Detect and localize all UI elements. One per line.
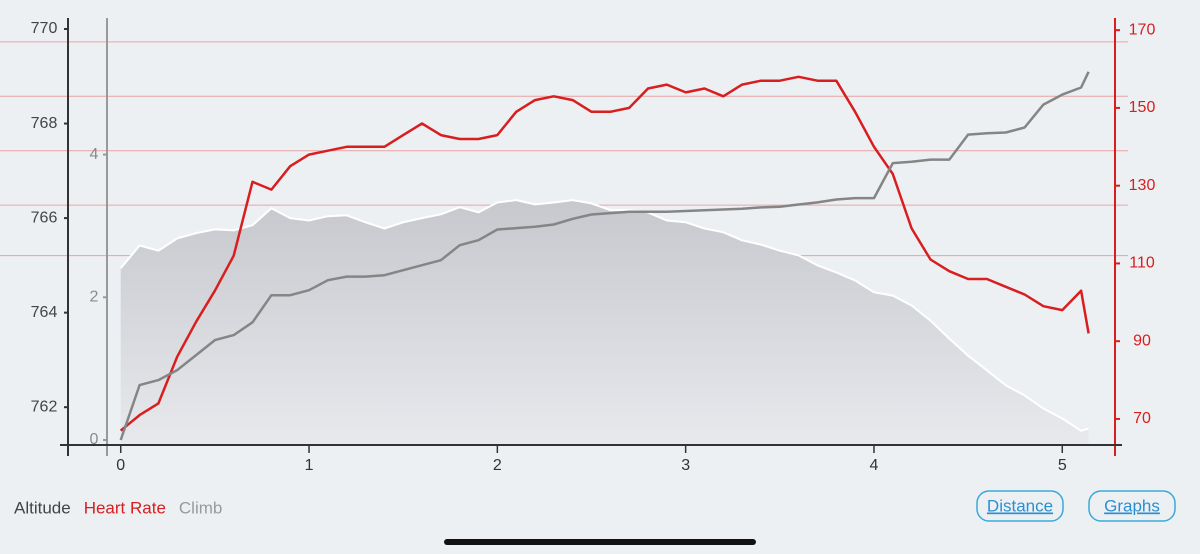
- y-tick-label: 764: [31, 304, 58, 321]
- legend-item: Climb: [179, 498, 222, 517]
- button-frame: [1088, 490, 1176, 522]
- series-line: [119, 199, 1089, 432]
- hr-tick-label: 110: [1129, 255, 1155, 272]
- legend-item: Heart Rate: [84, 498, 166, 517]
- home-indicator: [444, 539, 756, 545]
- button-label: Distance: [987, 496, 1053, 515]
- climb-tick-label: 0: [90, 431, 99, 448]
- hr-tick-label: 150: [1129, 99, 1156, 116]
- hr-tick-label: 90: [1133, 332, 1151, 349]
- y-tick-label: 762: [31, 398, 58, 415]
- x-tick-label: 4: [870, 457, 879, 474]
- button-frame: [976, 490, 1064, 522]
- series-line: [119, 71, 1090, 441]
- hr-tick-label: 170: [1129, 21, 1156, 38]
- legend-item: Altitude: [14, 498, 71, 517]
- y-tick-label: 770: [31, 20, 58, 37]
- climb-tick-label: 4: [90, 146, 99, 163]
- button-label: Graphs: [1104, 496, 1160, 515]
- altitude-area: [120, 200, 1089, 445]
- hr-tick-label: 70: [1133, 410, 1151, 427]
- button[interactable]: Graphs: [1088, 490, 1176, 522]
- x-tick-label: 1: [305, 457, 314, 474]
- y-tick-label: 768: [31, 115, 58, 132]
- series-line: [119, 75, 1090, 432]
- x-tick-label: 2: [493, 457, 502, 474]
- y-tick-label: 766: [31, 209, 58, 226]
- x-tick-label: 5: [1058, 457, 1067, 474]
- climb-tick-label: 2: [90, 289, 99, 306]
- x-tick-label: 0: [116, 457, 125, 474]
- hr-tick-label: 130: [1129, 177, 1156, 194]
- button[interactable]: Distance: [976, 490, 1064, 522]
- plot: 762 764 766 768 770 0 2 4 70 90 110 130 150 170 0 1 2 3 4 5: [0, 18, 1155, 474]
- x-tick-label: 3: [681, 457, 690, 474]
